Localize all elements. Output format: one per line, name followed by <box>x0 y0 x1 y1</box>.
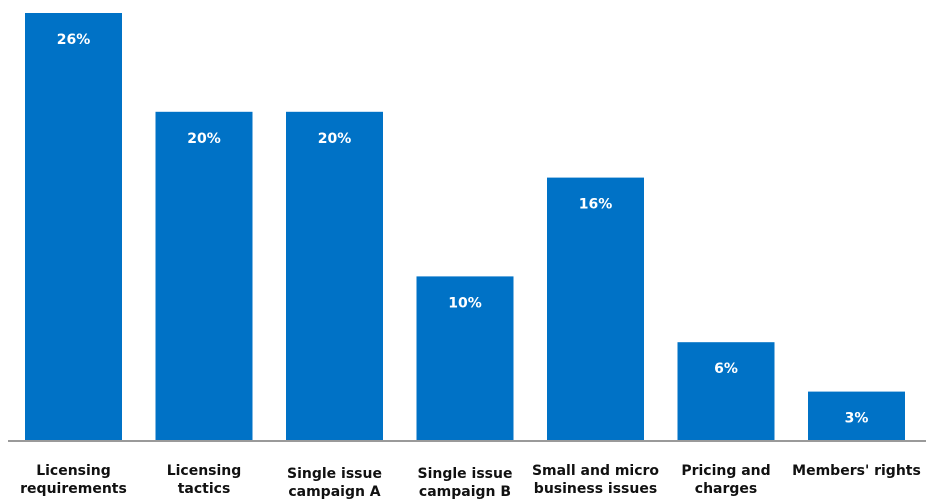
bar-value-label-5: 6% <box>714 361 738 377</box>
category-label-line: Licensing <box>36 463 111 479</box>
bars-group: 26% 20% 20% 10% 16% 6% 3% <box>25 13 905 442</box>
bar-6 <box>808 391 905 441</box>
category-label-4: Small and micro business issues <box>532 463 659 497</box>
category-label-3: Single issue campaign B <box>418 466 513 500</box>
category-label-line: Small and micro <box>532 463 659 479</box>
bar-4 <box>547 177 644 441</box>
category-label-line: Single issue <box>287 466 382 482</box>
category-label-line: requirements <box>20 481 127 497</box>
bar-5 <box>677 342 775 441</box>
category-label-line: campaign B <box>419 484 511 500</box>
category-label-line: Pricing and <box>681 463 770 479</box>
category-label-line: Licensing <box>167 463 242 479</box>
bar-value-label-4: 16% <box>579 197 613 213</box>
category-label-line: Members' rights <box>792 463 921 479</box>
category-label-1: Licensing tactics <box>167 463 242 497</box>
bar-value-label-6: 3% <box>845 411 869 427</box>
category-labels-group: Licensing requirements Licensing tactics Sin… <box>20 463 921 500</box>
bar-value-label-0: 26% <box>57 32 91 48</box>
bar-2 <box>286 111 383 442</box>
category-label-line: charges <box>695 481 757 497</box>
category-label-line: tactics <box>178 481 231 497</box>
bar-value-label-2: 20% <box>318 131 352 147</box>
bar-value-label-1: 20% <box>187 131 221 147</box>
category-label-line: Single issue <box>418 466 513 482</box>
category-label-line: business issues <box>534 481 657 497</box>
category-label-6: Members' rights <box>792 463 921 479</box>
bar-value-label-3: 10% <box>448 295 482 311</box>
bar-1 <box>155 111 253 442</box>
category-label-0: Licensing requirements <box>20 463 127 497</box>
bar-0 <box>25 13 122 441</box>
category-label-5: Pricing and charges <box>681 463 770 497</box>
bar-3 <box>416 276 514 441</box>
category-label-line: campaign A <box>288 484 380 500</box>
category-label-2: Single issue campaign A <box>287 466 382 500</box>
